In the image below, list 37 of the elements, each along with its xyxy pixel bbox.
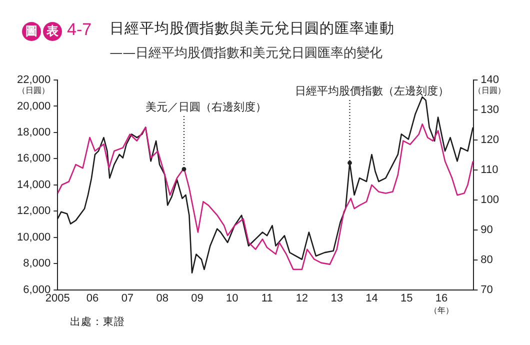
annotation: 日經平均股價指數（左邊刻度） <box>294 84 449 98</box>
x-tick-label: 10 <box>226 292 238 304</box>
y2-tick-label: 70 <box>480 284 493 296</box>
x-tick-label: 11 <box>261 292 273 304</box>
chart-subtitle: ——日經平均股價指數和美元兌日圓匯率的變化 <box>110 45 384 62</box>
y2-tick-label: 90 <box>480 224 493 236</box>
chart-title: 日經平均股價指數與美元兌日圓的匯率連動 <box>110 20 395 39</box>
y-tick-label: 12,000 <box>16 205 51 218</box>
text: 4-7 <box>67 20 92 39</box>
y-tick-label: 14,000 <box>16 178 51 191</box>
y2-tick-label: 120 <box>480 134 500 146</box>
y2-tick-label: 110 <box>480 164 498 176</box>
y-axis-title: （日圓） <box>18 86 50 96</box>
x-tick-label: 16 <box>435 292 448 304</box>
text: 圖表 <box>24 23 60 40</box>
x-tick-label: 13 <box>330 292 343 304</box>
y2-tick-label: 130 <box>480 104 500 116</box>
y2-tick-label: 140 <box>480 74 500 86</box>
x-tick-label: 07 <box>121 292 134 304</box>
y-tick-label: 8,000 <box>23 258 51 270</box>
x-tick-label: 15 <box>400 292 413 304</box>
annotation: 美元／日圓（右邊刻度） <box>145 100 266 114</box>
y-tick-label: 18,000 <box>16 126 51 138</box>
x-tick-label: 06 <box>86 292 99 304</box>
x-axis-title: （年） <box>430 306 454 315</box>
y-tick-label: 16,000 <box>16 152 51 165</box>
y-tick-label: 22,000 <box>16 74 51 86</box>
x-tick-label: 14 <box>366 292 378 304</box>
x-tick-label: 12 <box>296 292 308 304</box>
x-tick-label: 08 <box>156 292 168 304</box>
y-tick-label: 10,000 <box>16 231 51 244</box>
y-tick-label: 20,000 <box>16 100 51 112</box>
y2-axis-title: （日圓） <box>474 86 506 96</box>
y2-tick-label: 80 <box>480 254 493 266</box>
text: 出處：東證 <box>70 315 125 329</box>
x-tick-label: 09 <box>191 292 204 304</box>
y2-tick-label: 100 <box>480 194 500 206</box>
